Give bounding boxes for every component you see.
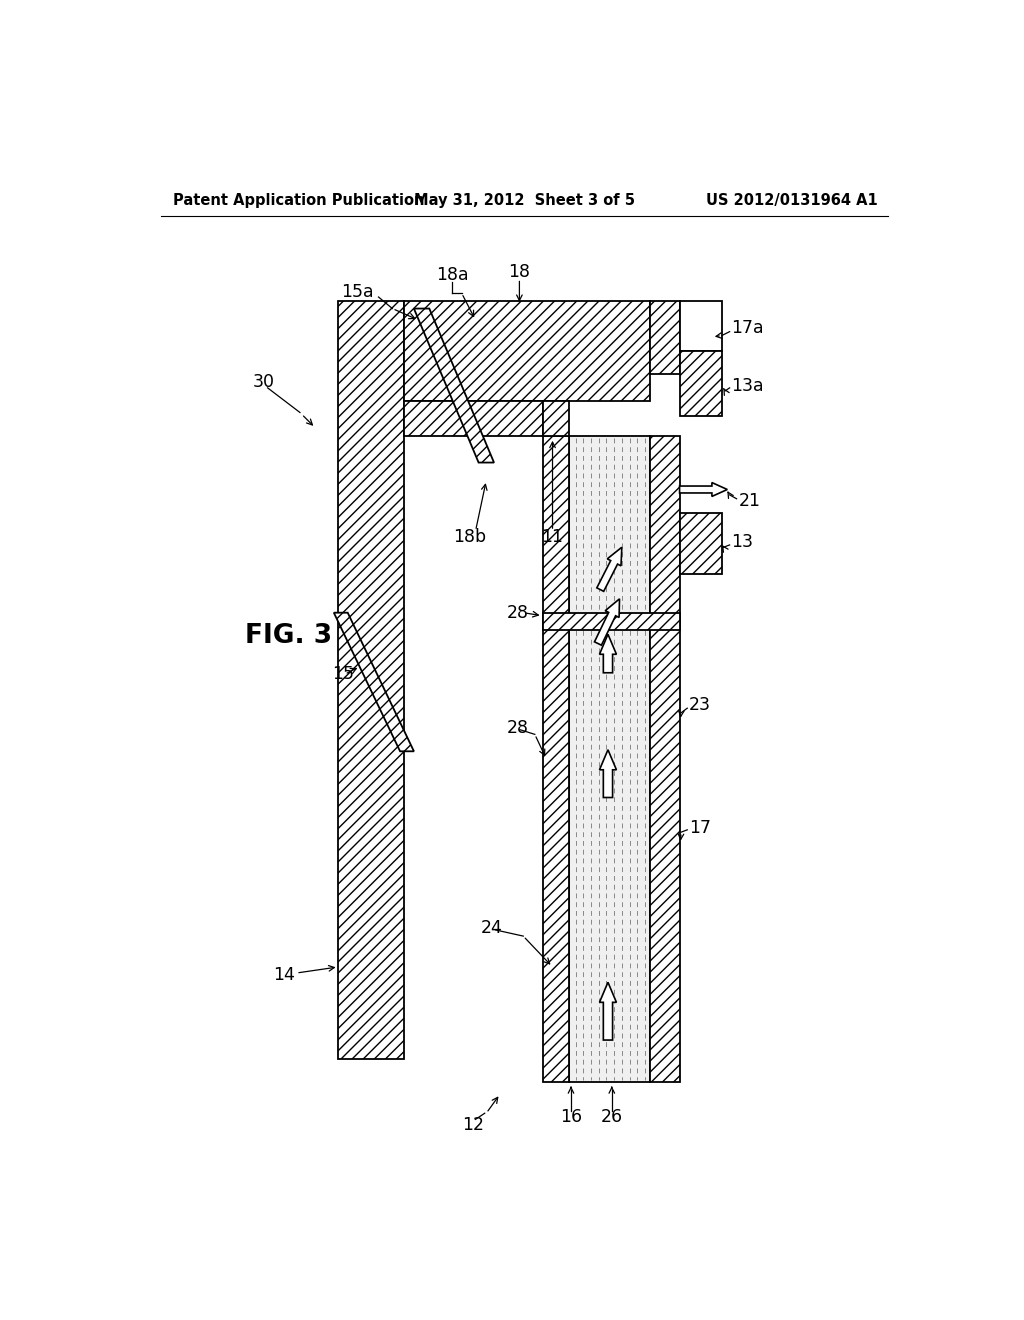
FancyArrow shape: [599, 635, 616, 673]
Text: 15a: 15a: [341, 282, 374, 301]
Text: 12: 12: [462, 1115, 483, 1134]
Text: 17a: 17a: [731, 319, 764, 337]
Bar: [680, 351, 722, 416]
Polygon shape: [334, 612, 414, 751]
Bar: [403, 401, 543, 436]
Text: 30: 30: [252, 372, 274, 391]
Text: 16: 16: [560, 1107, 582, 1126]
Text: 18: 18: [508, 264, 530, 281]
Text: 18a: 18a: [436, 267, 469, 284]
FancyArrow shape: [599, 750, 616, 797]
Text: 23: 23: [689, 696, 711, 714]
Text: FIG. 3: FIG. 3: [245, 623, 332, 649]
Text: 21: 21: [739, 492, 761, 510]
Text: 28: 28: [506, 719, 528, 737]
Text: 11: 11: [542, 528, 563, 546]
Text: 14: 14: [273, 966, 295, 983]
FancyArrow shape: [597, 548, 622, 591]
Bar: [543, 401, 569, 436]
Polygon shape: [414, 309, 494, 462]
Bar: [680, 512, 722, 574]
Bar: [680, 301, 722, 351]
Text: 26: 26: [601, 1107, 623, 1126]
Bar: [650, 436, 680, 1082]
Text: 24: 24: [481, 920, 503, 937]
Text: 13a: 13a: [731, 376, 764, 395]
Bar: [403, 301, 650, 401]
Text: May 31, 2012  Sheet 3 of 5: May 31, 2012 Sheet 3 of 5: [415, 193, 635, 209]
FancyArrow shape: [680, 483, 727, 496]
FancyArrow shape: [595, 599, 620, 645]
Bar: [569, 436, 650, 1082]
Text: 13: 13: [731, 533, 754, 550]
FancyArrow shape: [599, 982, 616, 1040]
Text: 15: 15: [333, 665, 354, 684]
Bar: [543, 436, 569, 1082]
Text: Patent Application Publication: Patent Application Publication: [173, 193, 424, 209]
Bar: [650, 301, 680, 374]
Text: 18b: 18b: [453, 528, 486, 546]
Text: 17: 17: [689, 820, 711, 837]
Text: US 2012/0131964 A1: US 2012/0131964 A1: [706, 193, 878, 209]
Text: 28: 28: [506, 603, 528, 622]
Bar: [339, 301, 403, 1059]
Bar: [543, 612, 680, 630]
